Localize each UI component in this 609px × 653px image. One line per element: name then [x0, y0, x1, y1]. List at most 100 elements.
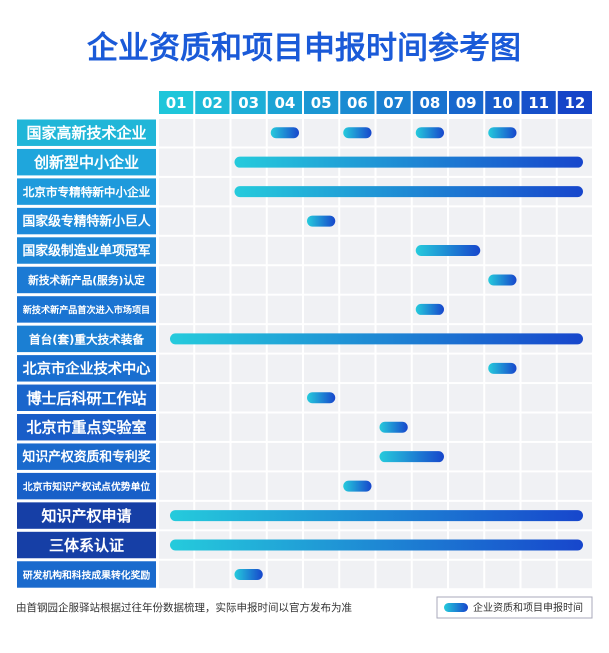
- task-label: 研发机构和科技成果转化奖励: [23, 568, 151, 581]
- grid-cell: [376, 266, 411, 294]
- grid-cell: [231, 266, 266, 294]
- grid-cell: [304, 413, 339, 441]
- grid-cell: [231, 384, 266, 412]
- grid-cell: [449, 207, 484, 235]
- grid-cell: [195, 148, 230, 176]
- grid-cell: [485, 472, 520, 500]
- task-bar: [234, 156, 583, 168]
- grid-cell: [267, 472, 302, 500]
- task-bar: [170, 333, 583, 345]
- grid-cell: [557, 560, 592, 589]
- month-header: [267, 91, 302, 114]
- task-label-box: [17, 266, 156, 294]
- month-header: [376, 91, 411, 114]
- task-label-box: [17, 355, 156, 382]
- month-header: [557, 91, 592, 114]
- grid-cell: [557, 442, 592, 471]
- grid-cell: [557, 236, 592, 265]
- month-header: [304, 91, 339, 114]
- grid-cell: [376, 119, 411, 147]
- grid-cell: [195, 472, 230, 500]
- grid-cell: [304, 295, 339, 324]
- task-bar: [307, 392, 336, 404]
- grid-cell: [267, 442, 302, 471]
- grid-cell: [159, 472, 194, 500]
- grid-cell: [195, 236, 230, 265]
- grid-cell: [159, 413, 194, 441]
- grid-cell: [521, 236, 556, 265]
- grid-cell: [449, 295, 484, 324]
- task-label-box: [17, 178, 156, 205]
- task-label: 北京市知识产权试点优势单位: [23, 480, 151, 493]
- grid-cell: [231, 207, 266, 235]
- task-label: 北京市重点实验室: [26, 419, 146, 437]
- grid-cell: [159, 384, 194, 412]
- grid-cell: [485, 442, 520, 471]
- grid-cell: [376, 207, 411, 235]
- month-label: 10: [492, 94, 513, 112]
- grid-cell: [195, 413, 230, 441]
- grid-cell: [159, 354, 194, 383]
- grid-cell: [557, 207, 592, 235]
- task-label: 国家级制造业单项冠军: [23, 243, 151, 259]
- task-bar: [307, 215, 336, 227]
- grid-cell: [304, 236, 339, 265]
- grid-cell: [557, 119, 592, 147]
- task-label: 创新型中小企业: [33, 154, 139, 172]
- grid-cell: [449, 119, 484, 147]
- task-bar: [488, 127, 517, 139]
- task-bar: [343, 127, 372, 139]
- task-bar: [270, 127, 299, 139]
- footnote: 由首钢园企服驿站根据过往年份数据梳理，实际申报时间以官方发布为准: [16, 601, 352, 614]
- grid-cell: [412, 207, 447, 235]
- grid-cell: [159, 560, 194, 589]
- month-header: [485, 91, 520, 114]
- grid-cell: [195, 207, 230, 235]
- task-bar: [415, 127, 444, 139]
- grid-cell: [449, 413, 484, 441]
- task-label-box: [17, 296, 156, 323]
- grid-cell: [340, 560, 375, 589]
- grid-cell: [521, 295, 556, 324]
- grid-cell: [195, 119, 230, 147]
- month-label: 04: [274, 94, 295, 112]
- grid-cell: [412, 413, 447, 441]
- task-label: 新技术新产品(服务)认定: [28, 274, 145, 287]
- grid-cell: [376, 236, 411, 265]
- month-header: [231, 91, 266, 114]
- grid-cell: [376, 472, 411, 500]
- task-label: 三体系认证: [49, 537, 124, 555]
- month-header: [340, 91, 375, 114]
- grid-cell: [159, 207, 194, 235]
- task-bar: [170, 510, 583, 522]
- task-label-box: [17, 443, 156, 470]
- grid-cell: [485, 560, 520, 589]
- grid-cell: [340, 413, 375, 441]
- grid-cell: [449, 266, 484, 294]
- month-header: [159, 91, 194, 114]
- grid-cell: [267, 295, 302, 324]
- task-label-box: [17, 237, 156, 264]
- grid-cell: [231, 236, 266, 265]
- grid-cell: [231, 119, 266, 147]
- task-label-box: [17, 502, 156, 529]
- grid-cell: [557, 413, 592, 441]
- month-label: 03: [238, 94, 259, 112]
- grid-cell: [195, 354, 230, 383]
- grid-cell: [521, 354, 556, 383]
- grid-cell: [231, 413, 266, 441]
- grid-cell: [304, 266, 339, 294]
- legend-box: [436, 596, 593, 619]
- task-bar: [234, 186, 583, 198]
- grid-cell: [304, 472, 339, 500]
- grid-cell: [159, 295, 194, 324]
- grid-cell: [267, 560, 302, 589]
- grid-cell: [521, 472, 556, 500]
- grid-cell: [557, 266, 592, 294]
- month-label: 01: [166, 94, 187, 112]
- grid-cell: [195, 295, 230, 324]
- grid-cell: [449, 384, 484, 412]
- grid-cell: [485, 413, 520, 441]
